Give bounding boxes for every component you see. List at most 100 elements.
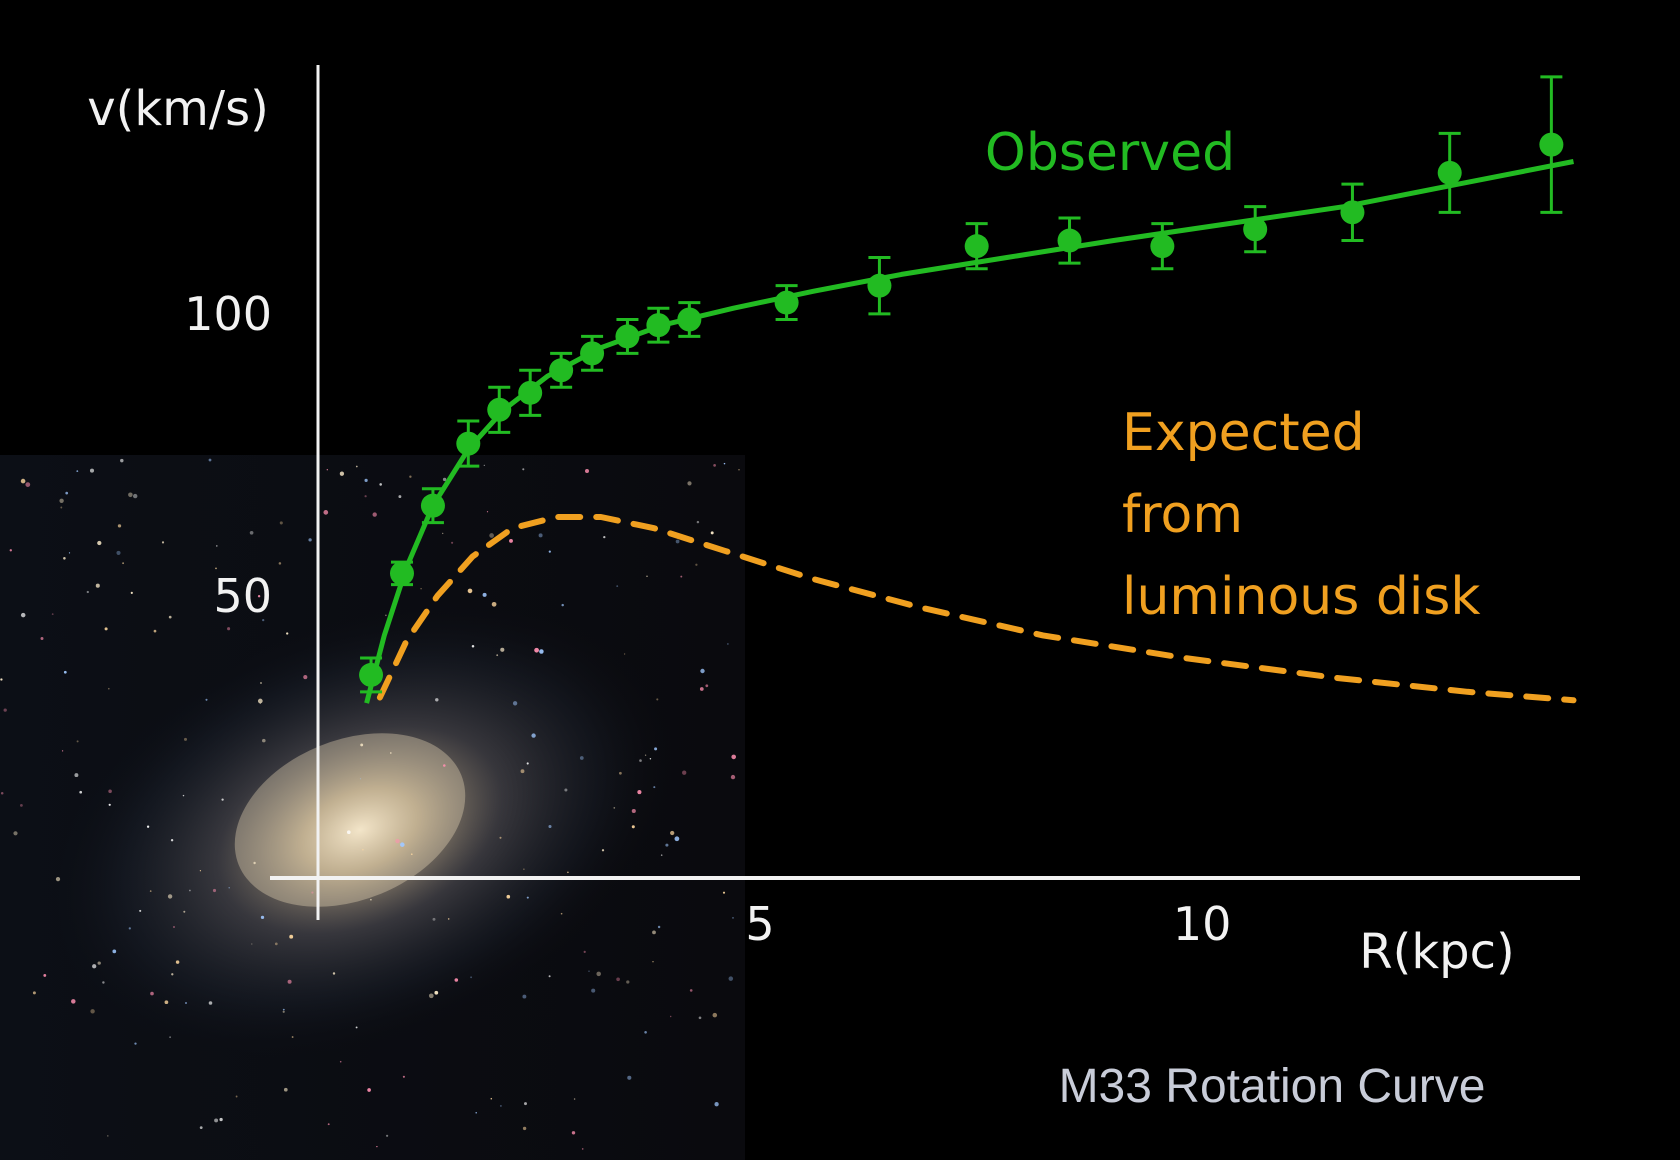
- observed-point: [580, 334, 605, 372]
- observed-point: [774, 284, 799, 322]
- star: [523, 868, 525, 870]
- star: [644, 1031, 647, 1034]
- star: [278, 562, 282, 565]
- star: [526, 762, 529, 765]
- star: [274, 942, 278, 946]
- x-tick-label: 10: [1173, 897, 1232, 951]
- star: [573, 1098, 576, 1100]
- star: [395, 838, 400, 844]
- star: [76, 740, 79, 743]
- star: [482, 592, 487, 597]
- star: [652, 961, 654, 963]
- observed-marker: [1150, 234, 1175, 259]
- star: [639, 759, 642, 762]
- star: [370, 898, 372, 901]
- star: [588, 970, 590, 972]
- star: [722, 891, 726, 894]
- star: [32, 991, 36, 995]
- star: [522, 468, 525, 471]
- star: [596, 971, 601, 977]
- star: [228, 887, 230, 889]
- star: [675, 539, 680, 544]
- star: [104, 627, 108, 631]
- observed-point: [1539, 75, 1564, 214]
- star: [112, 949, 117, 954]
- star: [260, 682, 262, 684]
- star: [251, 943, 253, 945]
- star: [644, 754, 647, 756]
- star: [657, 925, 661, 929]
- star: [59, 498, 64, 503]
- star: [359, 778, 362, 780]
- star: [208, 1001, 213, 1005]
- star: [63, 670, 67, 674]
- star: [170, 839, 174, 842]
- expected-label-line-3: luminous disk: [1122, 567, 1481, 627]
- star: [108, 687, 110, 690]
- star: [71, 999, 76, 1004]
- observed-marker: [389, 561, 414, 586]
- star: [184, 1001, 188, 1005]
- star: [253, 861, 256, 865]
- chart-title: M33 Rotation Curve: [1059, 1060, 1486, 1113]
- star: [627, 1075, 632, 1080]
- star: [199, 1126, 203, 1129]
- star: [74, 773, 79, 778]
- star: [470, 976, 473, 979]
- star: [712, 1012, 718, 1018]
- star: [428, 993, 434, 999]
- star: [687, 481, 692, 486]
- expected-curve: [376, 514, 1577, 704]
- star: [409, 475, 412, 478]
- star: [9, 549, 12, 552]
- star: [262, 738, 266, 743]
- star: [385, 614, 387, 617]
- star: [303, 675, 308, 680]
- observed-point: [456, 419, 481, 468]
- star: [486, 511, 489, 513]
- star: [489, 533, 494, 538]
- star: [699, 687, 704, 691]
- star: [282, 1008, 285, 1011]
- observed-point: [518, 368, 543, 417]
- expected-label-line-1: Expected: [1122, 403, 1365, 463]
- star: [695, 563, 698, 566]
- observed-marker: [580, 341, 605, 366]
- observed-point: [549, 351, 574, 389]
- star: [723, 462, 726, 465]
- star: [500, 647, 505, 652]
- star: [189, 889, 191, 892]
- star: [613, 807, 616, 809]
- star: [506, 894, 511, 899]
- star: [20, 804, 23, 807]
- star: [727, 643, 729, 645]
- star: [434, 990, 439, 995]
- star: [512, 701, 518, 706]
- star: [538, 533, 543, 538]
- star: [90, 1009, 95, 1014]
- star: [526, 896, 529, 899]
- star: [169, 1036, 172, 1039]
- star: [43, 973, 47, 977]
- star: [367, 1088, 371, 1092]
- star: [432, 917, 436, 921]
- star: [108, 789, 112, 794]
- star: [153, 629, 157, 633]
- star: [97, 961, 101, 965]
- star: [355, 465, 358, 468]
- star: [182, 794, 185, 797]
- star: [524, 1102, 527, 1106]
- star: [183, 737, 188, 741]
- star: [117, 524, 122, 528]
- observed-point: [1437, 131, 1462, 214]
- star: [656, 698, 659, 701]
- star: [167, 894, 173, 899]
- star: [652, 930, 656, 935]
- observed-point: [389, 560, 414, 587]
- expected-series: [376, 514, 1577, 704]
- star: [475, 1111, 477, 1114]
- star: [339, 471, 345, 476]
- star: [619, 771, 622, 775]
- star: [183, 910, 186, 913]
